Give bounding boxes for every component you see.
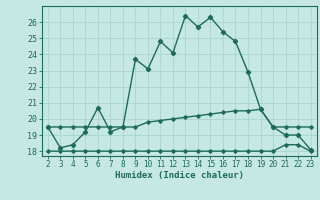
X-axis label: Humidex (Indice chaleur): Humidex (Indice chaleur) — [115, 171, 244, 180]
